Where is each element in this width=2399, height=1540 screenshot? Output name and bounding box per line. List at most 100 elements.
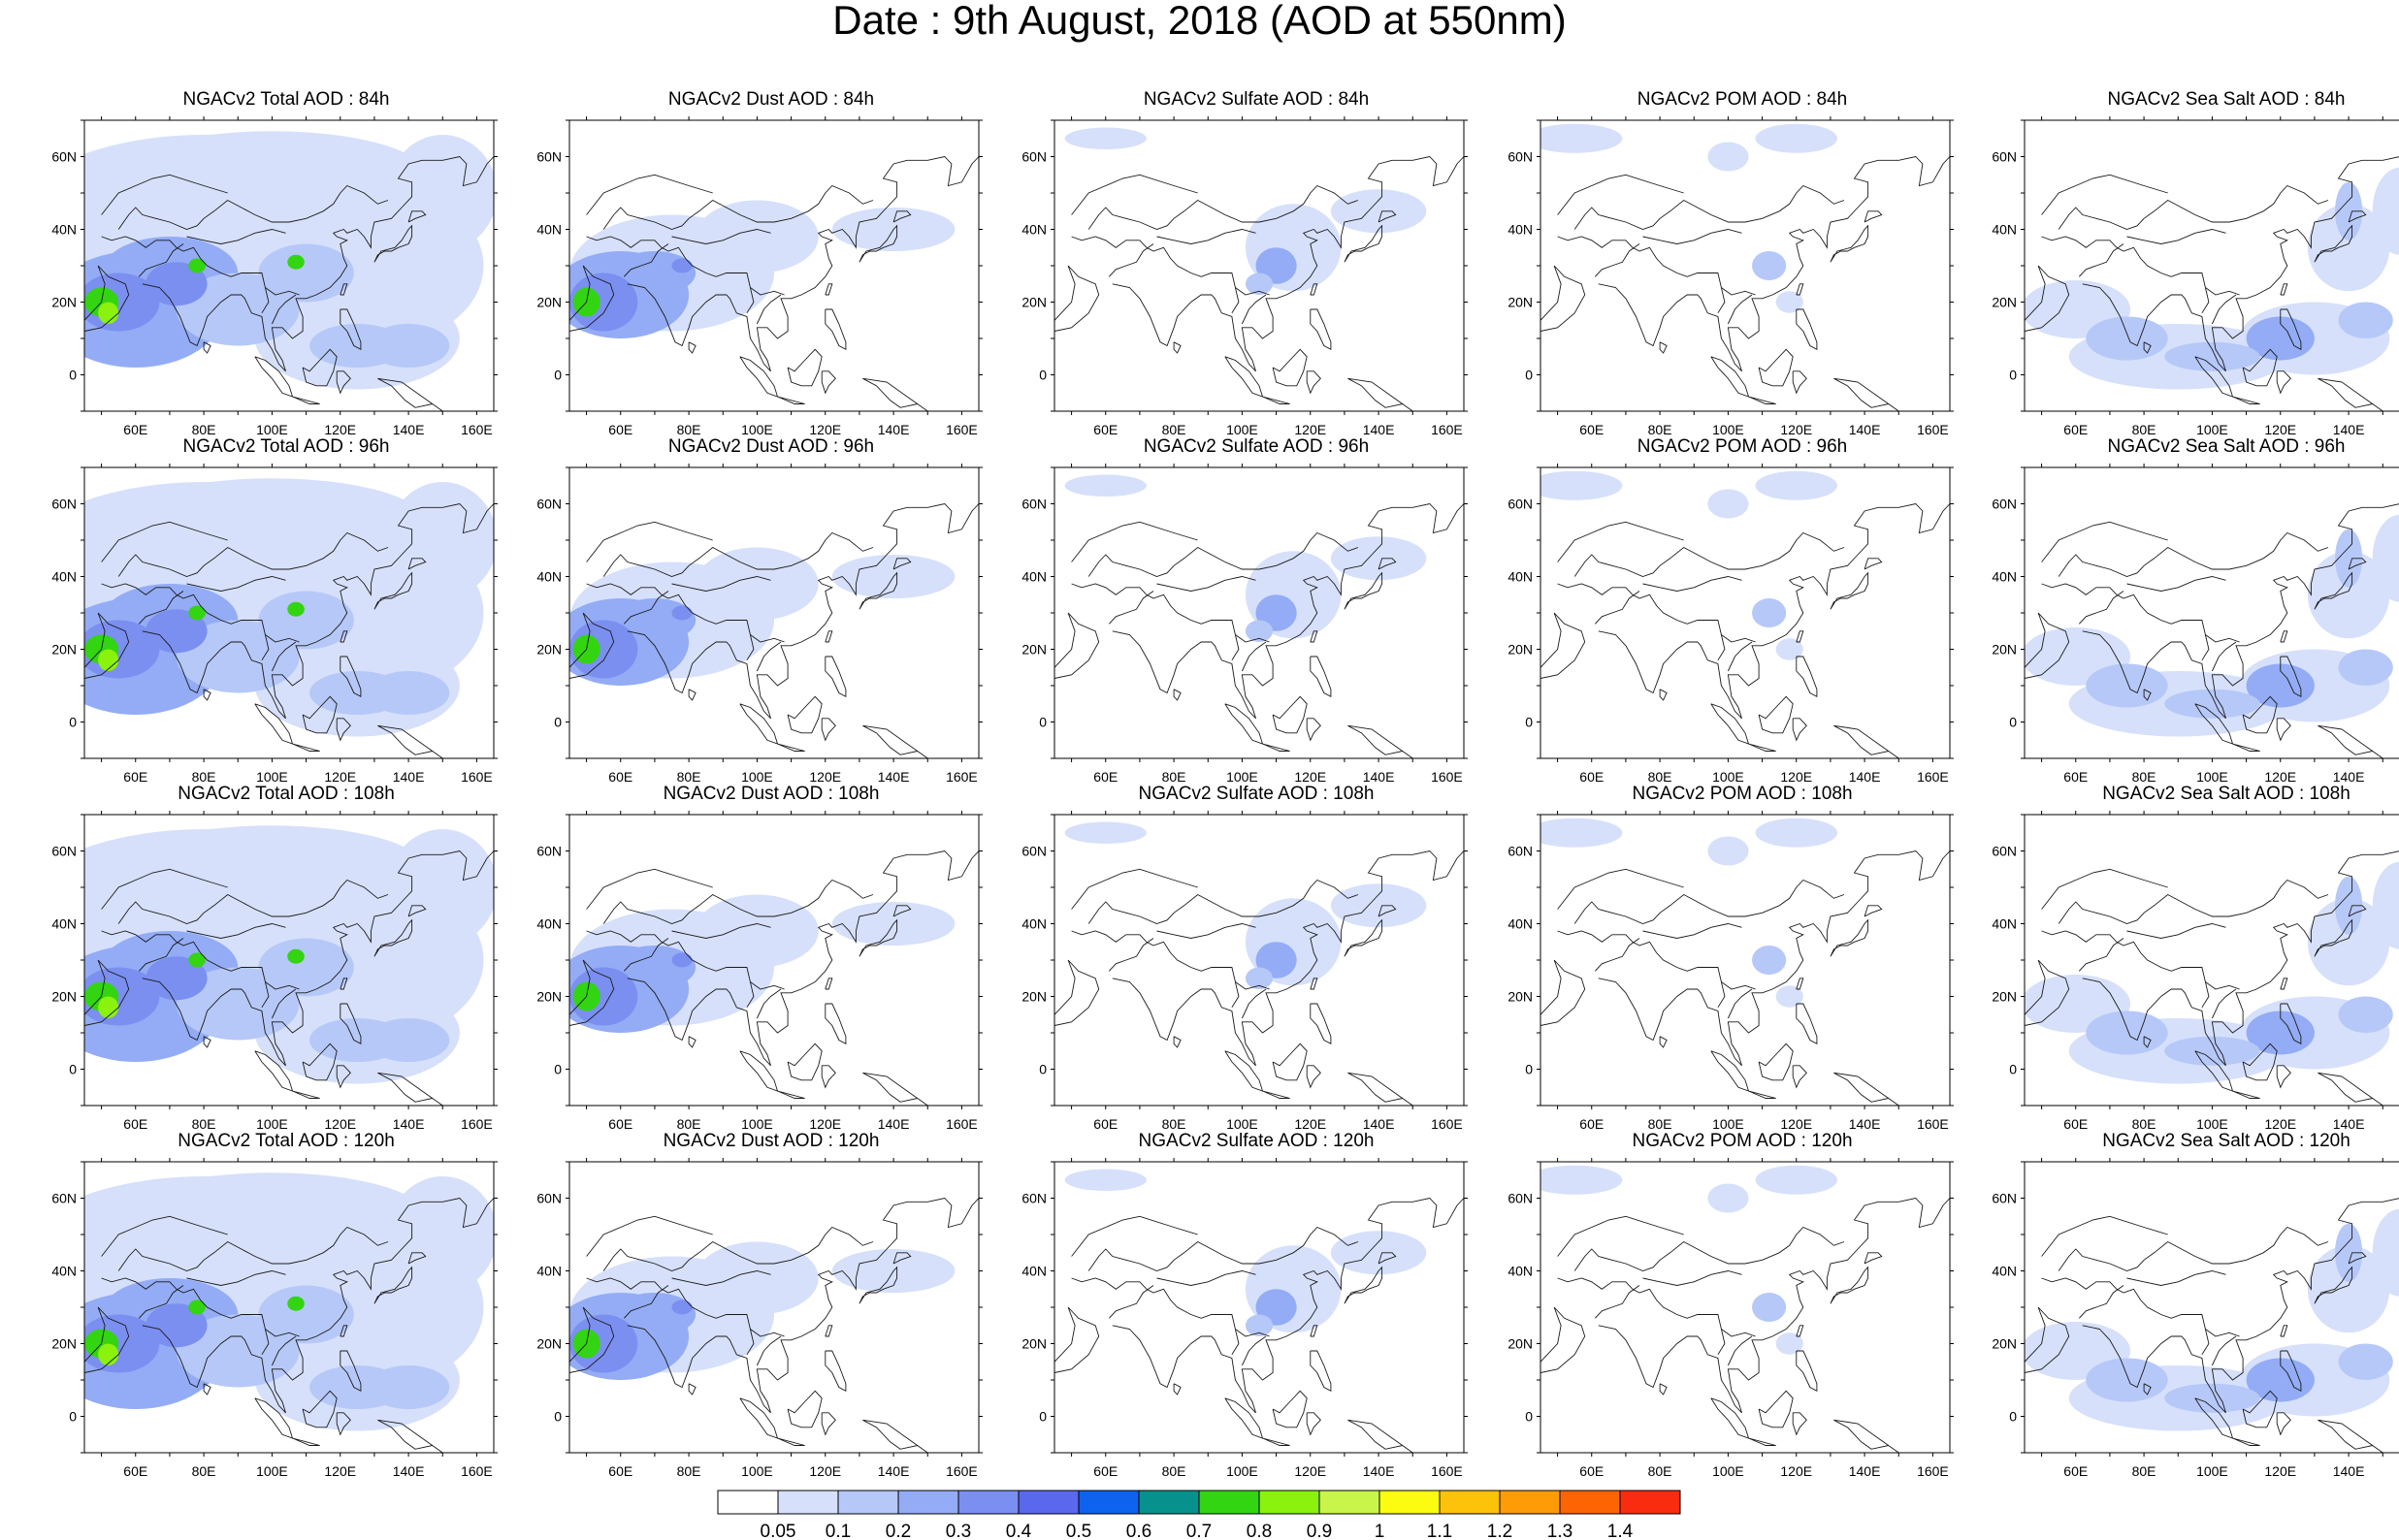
panel-title: NGACv2 Dust AOD : 108h xyxy=(663,784,880,804)
coastline xyxy=(2232,1090,2260,1099)
coastline xyxy=(2232,743,2260,752)
coastline xyxy=(671,1270,771,1286)
coastline xyxy=(688,341,697,354)
aod-region xyxy=(1775,638,1803,660)
y-tick-label: 40N xyxy=(1992,222,2017,238)
map-background xyxy=(1540,815,1950,1106)
coastline xyxy=(2280,978,2288,990)
coastline xyxy=(1830,571,1869,610)
coastline xyxy=(1344,918,1383,957)
coastline xyxy=(1310,630,1318,643)
aod-region xyxy=(1775,1332,1803,1355)
x-tick-label: 120E xyxy=(1294,1116,1326,1132)
map-background xyxy=(1540,1162,1950,1453)
panel-title: NGACv2 Total AOD : 96h xyxy=(182,436,390,457)
coastline xyxy=(2078,591,2124,625)
y-tick-label: 40N xyxy=(1021,916,1047,932)
y-tick-label: 60N xyxy=(51,1191,77,1206)
x-tick-label: 60E xyxy=(123,422,147,437)
aod-region xyxy=(1707,142,1749,172)
coastline xyxy=(1642,576,1742,592)
x-tick-label: 160E xyxy=(461,769,493,785)
coastline xyxy=(602,184,874,230)
coastline xyxy=(623,1285,669,1319)
coastline xyxy=(1087,1226,1359,1271)
colorbar-swatch xyxy=(1378,1490,1441,1515)
x-tick-label: 120E xyxy=(809,1463,841,1479)
aod-region xyxy=(2338,996,2393,1033)
coastline xyxy=(1833,1419,1899,1453)
coastline xyxy=(1173,1036,1182,1048)
coastline xyxy=(1717,981,1726,1009)
coastline xyxy=(1378,1252,1397,1265)
aod-region xyxy=(1064,127,1147,149)
x-tick-label: 100E xyxy=(741,1116,773,1132)
x-tick-label: 120E xyxy=(2264,769,2296,785)
coastline xyxy=(101,1215,228,1257)
x-tick-label: 100E xyxy=(256,1116,288,1132)
coastline xyxy=(292,1437,320,1446)
coastline xyxy=(602,879,874,924)
map-panel-total-108h: NGACv2 Total AOD : 108h 60E 80E 100E 120E 140… xyxy=(44,784,529,1142)
y-tick-label: 60N xyxy=(536,497,562,512)
y-tick-label: 20N xyxy=(536,1336,562,1352)
coastline xyxy=(2348,558,2367,570)
coastline xyxy=(340,630,348,643)
y-tick-label: 60N xyxy=(1992,1191,2017,1206)
coastline xyxy=(1347,377,1413,411)
y-tick-label: 0 xyxy=(554,715,562,730)
coastline xyxy=(101,236,300,296)
coastline xyxy=(1717,287,1726,314)
aod-region xyxy=(367,1018,450,1062)
x-tick-label: 140E xyxy=(1363,1116,1395,1132)
y-tick-label: 20N xyxy=(1992,989,2017,1005)
y-tick-label: 60N xyxy=(1021,497,1047,512)
x-tick-label: 100E xyxy=(1226,1463,1258,1479)
coastline xyxy=(825,978,833,990)
coastline xyxy=(101,1277,300,1337)
colorbar: 0.05 0.1 0.2 0.3 0.4 0.5 0.6 0.7 0.8 0.9 1 1.1 1.2 1.… xyxy=(717,1490,1681,1540)
coastline xyxy=(1557,583,1756,643)
coastline xyxy=(407,1252,427,1265)
coastline xyxy=(101,583,300,643)
coastline xyxy=(340,308,362,351)
y-tick-label: 60N xyxy=(1021,1191,1047,1206)
x-tick-label: 80E xyxy=(2132,769,2156,785)
coastline xyxy=(2318,1072,2383,1106)
y-tick-label: 20N xyxy=(536,642,562,658)
coastline xyxy=(2348,905,2367,917)
y-tick-label: 0 xyxy=(1039,1062,1047,1077)
panel-title: NGACv2 POM AOD : 96h xyxy=(1637,436,1848,457)
x-tick-label: 60E xyxy=(2063,422,2088,437)
aod-region xyxy=(1755,123,1837,153)
y-tick-label: 0 xyxy=(1039,715,1047,730)
coastline xyxy=(1557,868,1684,910)
aod-region xyxy=(2307,551,2390,639)
coastline xyxy=(2025,265,2070,332)
aod-region xyxy=(176,273,300,346)
coastline xyxy=(271,988,297,1019)
aod-region xyxy=(188,258,206,273)
aod-region xyxy=(2372,861,2399,949)
coastline xyxy=(1347,724,1413,758)
x-tick-label: 160E xyxy=(461,422,493,437)
x-tick-label: 60E xyxy=(608,1463,632,1479)
y-tick-label: 20N xyxy=(1021,295,1047,310)
coastline xyxy=(1792,718,1807,742)
panel-title: NGACv2 POM AOD : 84h xyxy=(1637,89,1848,110)
coastline xyxy=(2041,236,2240,296)
coastline xyxy=(821,1065,836,1089)
coastline xyxy=(1306,718,1321,742)
coastline xyxy=(825,308,847,351)
coastline xyxy=(302,695,338,734)
coastline xyxy=(777,743,805,752)
coastline xyxy=(892,1252,912,1265)
map-panel-total-84h: NGACv2 Total AOD : 84h 60E 80E 100E 120E 140E… xyxy=(44,89,529,448)
y-tick-label: 60N xyxy=(1507,844,1533,859)
coastline xyxy=(1833,377,1899,411)
